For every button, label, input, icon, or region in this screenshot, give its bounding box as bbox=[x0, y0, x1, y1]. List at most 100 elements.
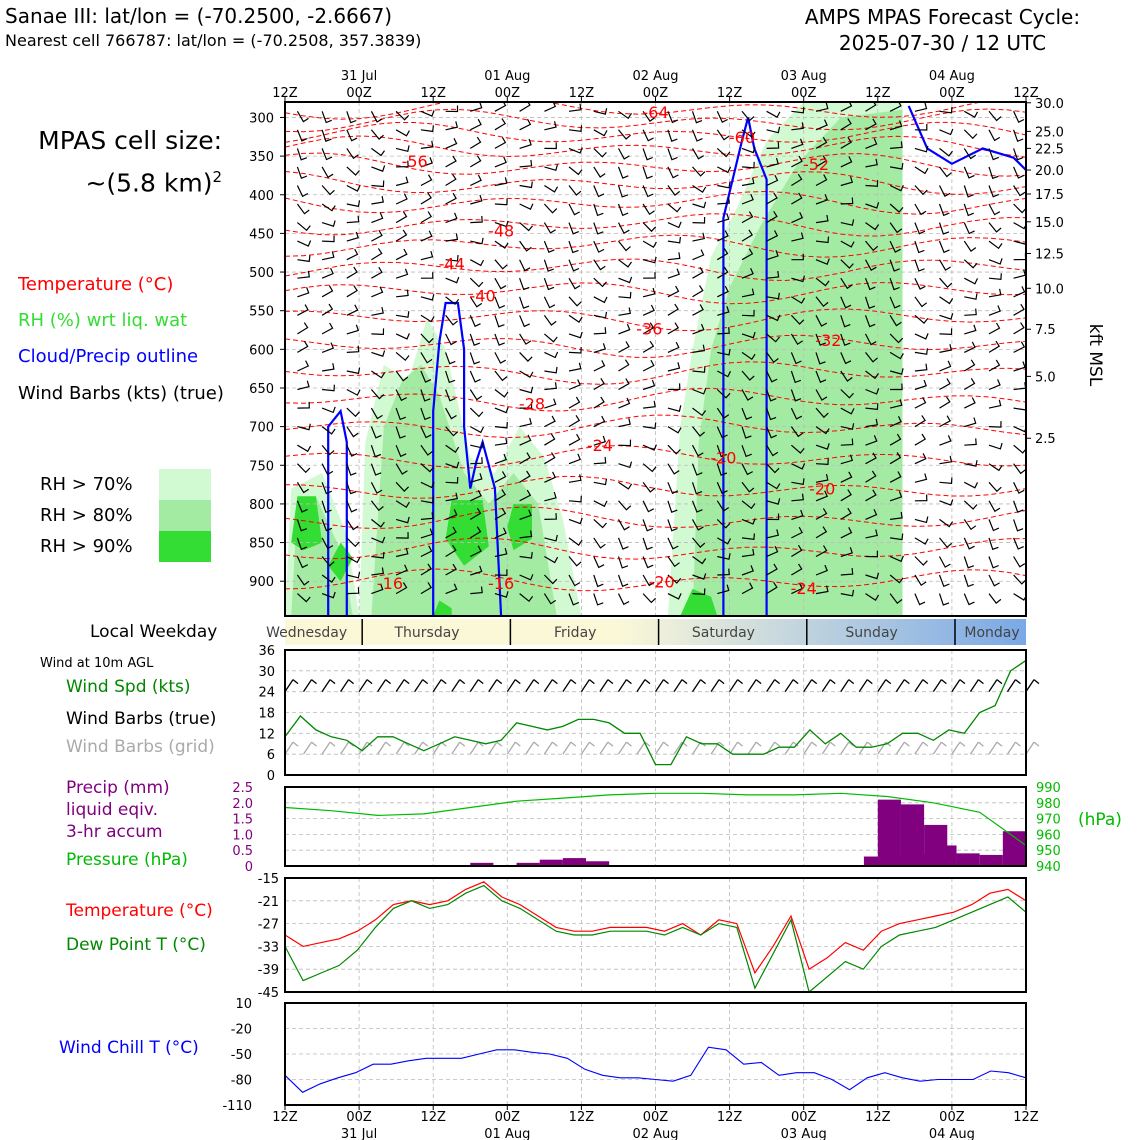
wind-barb bbox=[766, 230, 779, 242]
wind-barb bbox=[815, 333, 827, 346]
top-date-label: 03 Aug bbox=[781, 69, 827, 84]
wind-barb bbox=[988, 593, 1002, 604]
surface-wind-barb bbox=[617, 679, 632, 693]
surface-wind-barb bbox=[840, 741, 855, 755]
wind-barb bbox=[519, 277, 530, 291]
wind-barb bbox=[939, 477, 953, 484]
isotherm-label: -64 bbox=[642, 103, 668, 122]
surface-wind-barb bbox=[506, 741, 521, 755]
wind-barb bbox=[914, 240, 925, 254]
wind-barb bbox=[988, 222, 1002, 233]
wind-barb bbox=[815, 526, 828, 539]
pressure-tick-label: 350 bbox=[249, 150, 274, 165]
wind-barb bbox=[766, 545, 779, 558]
wind-barb bbox=[296, 537, 308, 551]
legend-precip-line2: liquid eqiv. bbox=[66, 800, 159, 820]
legend-temperature: Temperature (°C) bbox=[18, 274, 174, 295]
wind-barb bbox=[741, 351, 756, 361]
wind-barb bbox=[864, 315, 876, 328]
isotherm-line bbox=[285, 445, 1026, 469]
wind-barb bbox=[445, 121, 459, 131]
wind-barb bbox=[346, 463, 357, 476]
cell-size-line2: ~(5.8 km)2 bbox=[22, 159, 222, 201]
wind-barb bbox=[766, 370, 778, 383]
wind-barb bbox=[445, 563, 457, 576]
wind-barb bbox=[865, 452, 877, 465]
wind-barb bbox=[889, 278, 900, 291]
wind-barb bbox=[840, 489, 852, 502]
wind-barb bbox=[296, 463, 311, 474]
wind-barb bbox=[617, 537, 629, 550]
wind-barb bbox=[568, 277, 581, 290]
wind-barb bbox=[741, 146, 756, 154]
wind-barb bbox=[890, 383, 903, 391]
wind-barb bbox=[346, 148, 359, 160]
wind-barb bbox=[716, 500, 730, 512]
wind-barb bbox=[296, 481, 310, 494]
wind-barb bbox=[741, 331, 756, 339]
precip-tick-label: 0.5 bbox=[232, 844, 253, 859]
surface-wind-barb bbox=[284, 741, 299, 755]
wind-barb bbox=[1013, 185, 1026, 197]
pressure-tick-label: 950 bbox=[1036, 844, 1061, 859]
wind-barb bbox=[667, 268, 680, 279]
isotherm-label: -20 bbox=[649, 572, 675, 591]
wind-barb bbox=[494, 315, 505, 328]
pressure-tick-label: 750 bbox=[249, 459, 274, 474]
wind-barb bbox=[815, 426, 830, 435]
wind-barb bbox=[494, 137, 507, 149]
wind-barb bbox=[865, 202, 880, 209]
wind-barb bbox=[420, 481, 435, 489]
wind-barb bbox=[1013, 222, 1026, 230]
wind-barb bbox=[988, 166, 999, 180]
wind-barb bbox=[395, 481, 410, 492]
local-weekday-label: Local Weekday bbox=[90, 622, 218, 642]
wind-barb bbox=[618, 276, 633, 284]
wind-barb bbox=[469, 526, 482, 539]
pressure-tick-label: 550 bbox=[249, 305, 274, 320]
surface-wind-barb bbox=[1025, 741, 1040, 755]
cell-size-exponent: 2 bbox=[212, 168, 222, 186]
wind-barb bbox=[395, 516, 410, 524]
wind-barb bbox=[914, 415, 926, 428]
precip-bar bbox=[539, 859, 563, 866]
wind-barb bbox=[938, 556, 951, 568]
wind-barb bbox=[692, 232, 706, 242]
wind-barb bbox=[494, 259, 508, 270]
wind-barb bbox=[544, 121, 557, 131]
rh80-area bbox=[371, 364, 557, 616]
wind-barb bbox=[864, 296, 876, 309]
surface-wind-barb bbox=[543, 741, 558, 755]
legend-precip: Precip (mm) liquid eqiv. 3-hr accum bbox=[66, 777, 170, 843]
surface-wind-barb bbox=[821, 679, 836, 693]
isotherm-line bbox=[285, 190, 1026, 215]
legend-rh90-label: RH > 90% bbox=[40, 536, 133, 557]
top-time-tick-label: 00Z bbox=[346, 86, 372, 101]
wind-barb bbox=[692, 537, 706, 548]
wind-barb bbox=[395, 389, 407, 402]
surface-wind-barb bbox=[377, 741, 392, 755]
bottom-date-label: 04 Aug bbox=[929, 1127, 975, 1140]
wind-barb bbox=[593, 147, 607, 158]
wind-barb bbox=[494, 453, 507, 465]
wind-barb bbox=[889, 120, 903, 131]
wind-barb bbox=[939, 499, 954, 506]
wind-barb bbox=[716, 266, 729, 279]
wind-barb bbox=[939, 518, 954, 528]
wind-barb bbox=[741, 177, 755, 187]
top-date-label: 31 Jul bbox=[341, 69, 377, 84]
wind-barb bbox=[618, 129, 631, 140]
wind-barb bbox=[568, 125, 583, 132]
wind-barb bbox=[939, 455, 953, 465]
surface-wind-barb bbox=[766, 679, 781, 693]
wind-barb bbox=[939, 128, 954, 136]
bottom-time-tick-label: 12Z bbox=[865, 1110, 891, 1125]
wind-barb bbox=[321, 482, 333, 495]
wind-barb bbox=[889, 416, 902, 428]
wind-barb bbox=[395, 211, 408, 224]
wind-barb bbox=[543, 593, 557, 605]
legend-dewpoint-series: Dew Point T (°C) bbox=[66, 935, 206, 955]
wind-barb bbox=[667, 221, 682, 229]
isotherm-line bbox=[285, 308, 1026, 332]
wind-barb bbox=[692, 388, 707, 395]
